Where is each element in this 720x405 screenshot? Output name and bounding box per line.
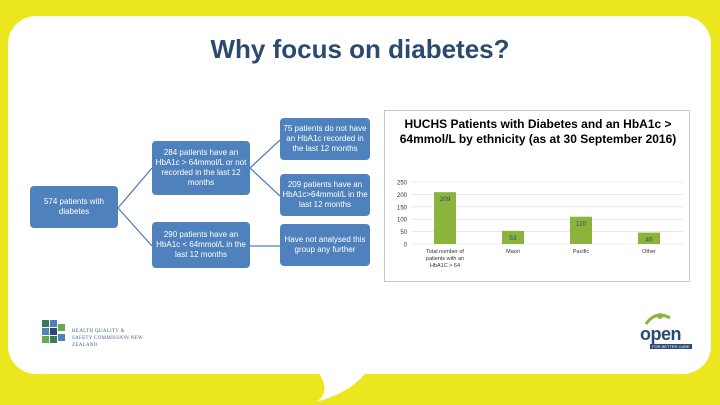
y-tick-label: 200 (397, 193, 408, 199)
bar (570, 216, 592, 244)
category-label: Other (642, 249, 656, 255)
bar (502, 230, 524, 244)
data-label: 110 (576, 221, 587, 228)
category-label: HbA1C > 64 (430, 263, 460, 269)
flow-box-right-1-text: 75 patients do not have an HbA1c recorde… (283, 124, 367, 153)
hqsc-logo-text: HEALTH QUALITY & SAFETY COMMISSION NEW Z… (72, 329, 143, 348)
flow-box-left-bottom: 290 patients have an HbA1c < 64mmol/L in… (152, 222, 250, 268)
chart-plot: 250 200 150 100 50 0 209 Total number ofpatient… (397, 181, 683, 269)
flow-box-right-3: Have not analysed this group any further (280, 224, 370, 266)
y-tick-label: 100 (397, 218, 408, 224)
category-label: Maori (506, 249, 520, 255)
bar-chart: HUCHS Patients with Diabetes and an HbA1… (384, 110, 690, 282)
hqsc-logo-icon (42, 320, 65, 343)
y-tick-label: 150 (397, 205, 408, 211)
flow-box-right-2: 209 patients have an HbA1c>64mmol/L in t… (280, 174, 370, 216)
flow-box-left-bottom-text: 290 patients have an HbA1c < 64mmol/L in… (156, 230, 246, 259)
flow-box-right-3-text: Have not analysed this group any further (284, 235, 366, 254)
category-label: Pacific (573, 249, 589, 255)
chart-title: HUCHS Patients with Diabetes and an HbA1… (399, 117, 677, 146)
flow-box-left-top-text: 284 patients have an HbA1c > 64mmol/L or… (155, 148, 247, 187)
category-label: Total number of (426, 249, 464, 255)
page-title: Why focus on diabetes? (210, 34, 510, 64)
flow-box-root-text: 574 patients with diabetes (43, 197, 105, 216)
data-label: 53 (509, 235, 517, 242)
bar (434, 192, 456, 244)
y-tick-label: 0 (404, 243, 408, 249)
bar (638, 232, 660, 244)
flow-box-right-1: 75 patients do not have an HbA1c recorde… (280, 118, 370, 160)
y-tick-label: 50 (400, 230, 407, 236)
flow-box-left-top: 284 patients have an HbA1c > 64mmol/L or… (152, 141, 250, 195)
data-label: 46 (645, 237, 653, 244)
category-label: patients with an (426, 256, 464, 262)
flow-box-root: 574 patients with diabetes (30, 186, 118, 228)
open-logo-subtext: FOR BETTER CARE (650, 344, 692, 349)
data-label: 209 (440, 196, 451, 203)
flow-box-right-2-text: 209 patients have an HbA1c>64mmol/L in t… (282, 180, 368, 209)
open-logo-icon (644, 313, 671, 325)
y-tick-label: 250 (397, 181, 408, 187)
open-logo-text: open (640, 324, 682, 344)
